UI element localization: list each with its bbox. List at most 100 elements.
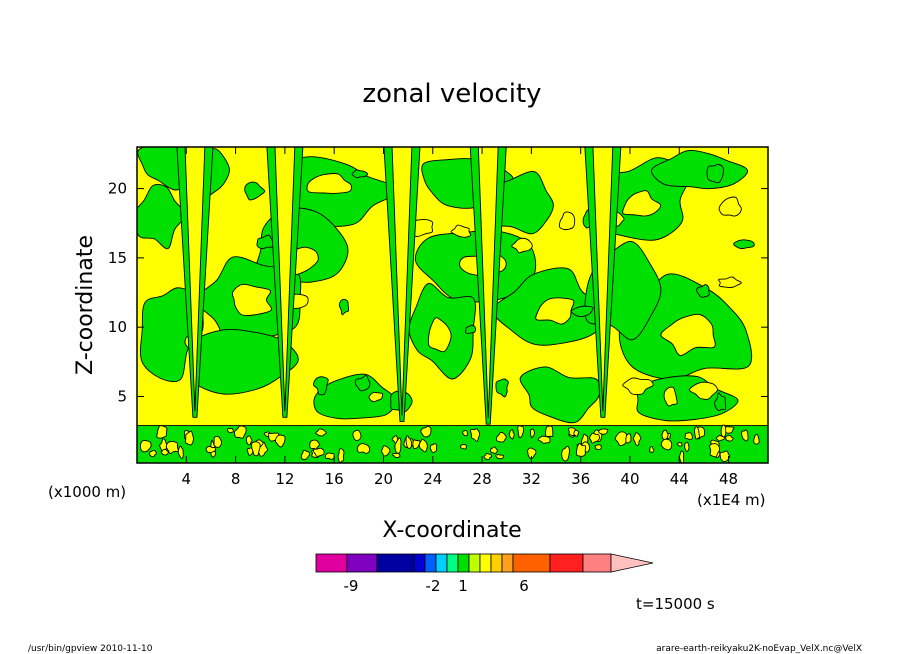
surface-cell (632, 432, 642, 446)
contour-region-small (495, 378, 509, 398)
y-tick-label: 10 (108, 318, 127, 336)
surface-cell (517, 425, 525, 439)
contour-region-small (313, 376, 329, 396)
contour-region-negative (137, 183, 186, 250)
surface-cell (226, 427, 234, 434)
colorbar-segment (501, 553, 514, 573)
y-ticks: 5 10 15 20 (108, 180, 768, 405)
colorbar-segment (468, 553, 481, 573)
contour-region-small (706, 164, 724, 184)
contour-region-small (696, 284, 710, 298)
surface-cell (614, 431, 627, 446)
x-axis-label: X-coordinate (382, 518, 521, 543)
colorbar-segment (479, 553, 492, 573)
surface-cell (312, 447, 325, 457)
surface-cell (149, 449, 157, 458)
surface-cell (470, 428, 481, 442)
surface-cell (483, 452, 492, 461)
surface-cell (462, 429, 468, 437)
surface-cell (753, 433, 760, 445)
contour-region-positive (231, 283, 273, 317)
surface-cell (530, 428, 536, 439)
contour-region-small (558, 211, 576, 231)
x-tick-label: 4 (182, 470, 192, 488)
contour-fill-layer (137, 147, 768, 463)
surface-cell (527, 447, 537, 459)
x-tick-label: 20 (374, 470, 393, 488)
contour-region-small (354, 375, 371, 392)
surface-cell (139, 439, 152, 453)
jet-core (477, 147, 499, 419)
surface-cell (205, 445, 217, 454)
surface-cell (594, 444, 602, 451)
surface-cell (213, 435, 222, 448)
surface-cell (598, 428, 609, 435)
contour-region-small (244, 181, 266, 201)
x-tick-label: 40 (620, 470, 639, 488)
surface-cell (251, 441, 261, 457)
surface-cell (352, 429, 362, 441)
colorbar-segment (549, 553, 584, 573)
colorbar-label: -9 (344, 577, 359, 595)
surface-cell (460, 444, 467, 450)
surface-cell (324, 452, 335, 460)
surface-cell (709, 443, 720, 458)
x-tick-label: 32 (522, 470, 541, 488)
surface-cell (573, 429, 580, 437)
surface-cell (156, 425, 168, 439)
colorbar-segment (315, 553, 348, 573)
plot-frame (136, 146, 769, 464)
colorbar-segment (446, 553, 459, 573)
x-tick-label: 24 (423, 470, 442, 488)
surface-cell (725, 435, 734, 442)
surface-cell (589, 432, 600, 444)
footer-right: arare-earth-reikyaku2K-noEvap_VelX.nc@Ve… (656, 644, 862, 654)
colorbar-segment (457, 553, 470, 573)
contour-region-small (718, 276, 742, 289)
colorbar-segment (346, 553, 378, 573)
contour-region-small (256, 234, 276, 249)
colorbar-segment (424, 553, 437, 573)
x-tick-label: 8 (231, 470, 241, 488)
colorbar: -9 -2 1 6 (315, 553, 654, 595)
colorbar-label: -2 (426, 577, 441, 595)
contour-region-small (733, 239, 755, 250)
surface-cell (496, 431, 507, 443)
contour-region-small (718, 196, 742, 217)
contour-region-positive (427, 317, 452, 353)
colorbar-segment (376, 553, 415, 573)
surface-cell (245, 435, 253, 446)
jet-core (592, 147, 614, 412)
surface-cell (676, 442, 683, 447)
contour-region-negative (313, 373, 397, 420)
x-tick-label: 16 (325, 470, 344, 488)
surface-cell (429, 443, 438, 453)
contour-region-small (622, 377, 654, 396)
contour-region-negative (651, 150, 748, 190)
surface-cell (420, 425, 432, 438)
surface-cell (300, 449, 310, 461)
y-axis-label: Z-coordinate (73, 235, 98, 375)
surface-cell (160, 448, 169, 456)
contour-region-small (450, 224, 472, 238)
colorbar-segment (413, 553, 426, 573)
surface-cell (234, 425, 247, 439)
colorbar-label: 6 (519, 577, 529, 595)
surface-cell (165, 440, 179, 454)
x-tick-label: 44 (670, 470, 689, 488)
chart-title: zonal velocity (362, 79, 541, 109)
surface-cell (545, 425, 554, 438)
surface-cell (337, 448, 345, 463)
surface-cell (184, 430, 194, 446)
surface-cell (715, 435, 726, 442)
footer-left: /usr/bin/gpview 2010-11-10 (28, 644, 153, 654)
contour-region-positive (622, 190, 662, 217)
surface-cell (649, 446, 655, 453)
jet-core (274, 147, 296, 412)
contour-region-small (570, 305, 594, 318)
y-unit-label: (x1000 m) (48, 483, 126, 501)
surface-cell (356, 443, 371, 454)
surface-cell (309, 439, 320, 450)
